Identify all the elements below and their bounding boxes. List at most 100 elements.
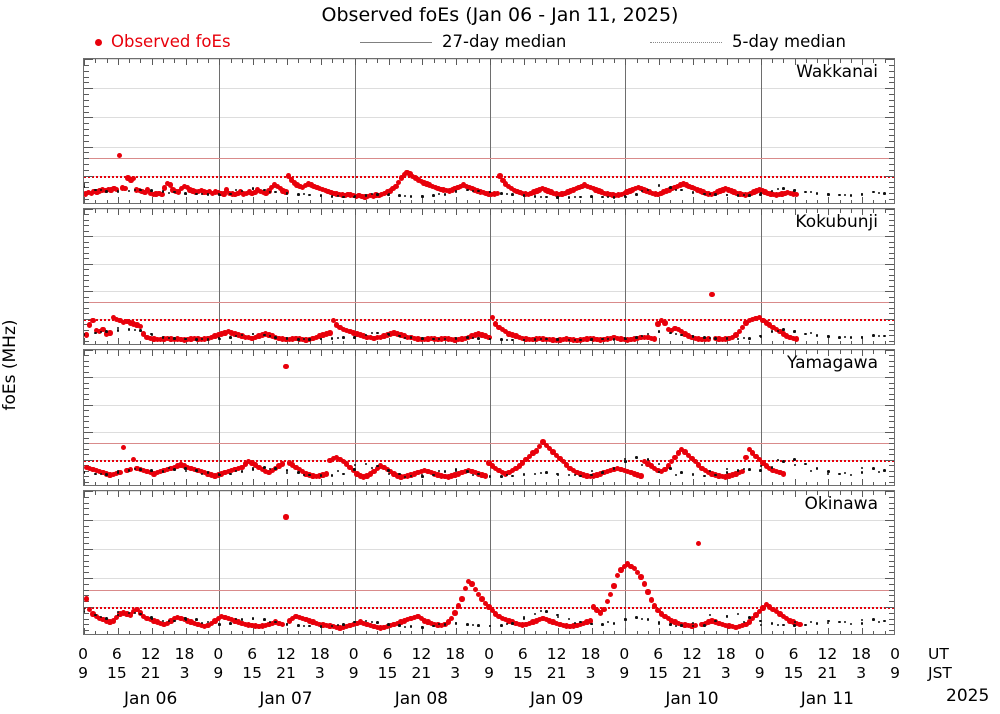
observed-foes-point <box>218 613 225 619</box>
x-tick <box>884 350 886 354</box>
observed-foes-point <box>763 463 769 469</box>
observed-foes-point <box>601 606 607 613</box>
x-tick <box>839 59 841 63</box>
median-27day-point <box>454 468 458 471</box>
x-tick <box>456 59 458 65</box>
observed-foes-point <box>319 186 326 192</box>
median-5day-point <box>184 618 187 621</box>
median-27day-point <box>274 335 278 339</box>
x-tick <box>253 197 255 203</box>
x-tick <box>681 340 683 344</box>
x-tick <box>546 491 548 495</box>
observed-foes-point <box>279 461 286 467</box>
observed-foes-point <box>477 189 484 195</box>
observed-foes-point <box>209 190 216 197</box>
median-27day-point <box>477 337 481 340</box>
observed-foes-point <box>699 336 705 343</box>
observed-foes-point <box>330 455 336 462</box>
observed-foes-point <box>584 619 590 625</box>
observed-foes-point <box>719 336 726 343</box>
observed-foes-point <box>567 465 573 472</box>
y-tick <box>889 134 894 136</box>
x-tick-label-jst: 15 <box>512 664 533 682</box>
x-tick <box>580 630 582 634</box>
median-27day-point <box>84 471 86 475</box>
x-tick <box>602 630 604 634</box>
y-tick <box>885 549 894 550</box>
observed-foes-point <box>539 185 546 192</box>
observed-foes-point <box>576 184 582 191</box>
observed-foes-point <box>663 188 670 194</box>
x-tick <box>399 59 401 63</box>
observed-foes-point <box>509 332 516 338</box>
median-5day-point <box>150 189 153 192</box>
x-tick <box>196 199 198 203</box>
x-tick <box>738 350 740 354</box>
y-tick <box>84 88 93 90</box>
observed-foes-point <box>221 191 227 197</box>
median-27day-point <box>308 624 311 628</box>
median-5day-point <box>573 473 576 476</box>
y-tick <box>84 129 89 131</box>
observed-foes-point <box>542 187 548 193</box>
y-tick <box>889 481 894 483</box>
x-tick <box>557 209 559 215</box>
observed-foes-point <box>736 329 742 335</box>
x-tick <box>602 340 604 344</box>
observed-foes-point <box>553 620 560 626</box>
observed-foes-point <box>401 171 407 178</box>
x-tick-label-jst: 9 <box>78 664 88 682</box>
observed-foes-point <box>283 363 289 370</box>
x-tick <box>535 630 537 634</box>
x-tick <box>230 491 232 495</box>
x-tick <box>84 491 85 497</box>
x-tick <box>828 628 830 634</box>
y-tick <box>885 117 894 119</box>
median-5day-point <box>150 469 153 472</box>
median-27day-point <box>229 621 232 625</box>
x-tick <box>208 350 210 354</box>
x-tick <box>151 491 153 497</box>
observed-foes-point <box>726 335 732 342</box>
observed-foes-point <box>785 190 791 196</box>
y-tick <box>84 508 89 510</box>
median-5day-point <box>421 474 424 477</box>
observed-foes-point <box>716 336 722 342</box>
observed-foes-point <box>560 622 566 629</box>
x-tick <box>151 479 153 485</box>
median-5day-point <box>759 192 762 195</box>
median-5day-point <box>286 623 288 626</box>
x-tick <box>817 491 819 495</box>
y-tick <box>889 181 894 183</box>
observed-foes-point <box>421 336 428 343</box>
observed-foes-point <box>308 182 314 188</box>
observed-foes-point <box>371 335 377 342</box>
x-tick <box>196 209 198 213</box>
x-tick <box>568 491 570 495</box>
x-tick <box>377 209 379 213</box>
x-tick <box>332 630 334 634</box>
x-tick <box>715 340 717 344</box>
median-27day-point <box>139 188 142 192</box>
median-5day-point <box>370 193 373 196</box>
x-tick-label-ut: 18 <box>580 645 601 663</box>
y-tick <box>889 111 894 113</box>
x-tick <box>196 481 198 485</box>
y-tick <box>889 618 894 620</box>
x-tick <box>320 197 322 203</box>
x-tick <box>411 340 413 344</box>
observed-foes-point <box>660 189 667 195</box>
x-tick <box>704 209 706 213</box>
median-5day-point <box>319 337 322 340</box>
x-tick <box>230 481 232 485</box>
median-5day-point <box>404 475 407 478</box>
x-tick <box>388 479 390 485</box>
y-tick <box>84 355 89 357</box>
median-5day-point <box>607 195 610 198</box>
median-27day-point <box>545 471 548 475</box>
median-27day-point <box>342 336 345 340</box>
plot-area: 0510152025 <box>84 59 894 203</box>
median-5day-point <box>235 618 238 621</box>
y-tick <box>84 105 89 107</box>
x-tick-label-ut: 0 <box>754 645 765 663</box>
